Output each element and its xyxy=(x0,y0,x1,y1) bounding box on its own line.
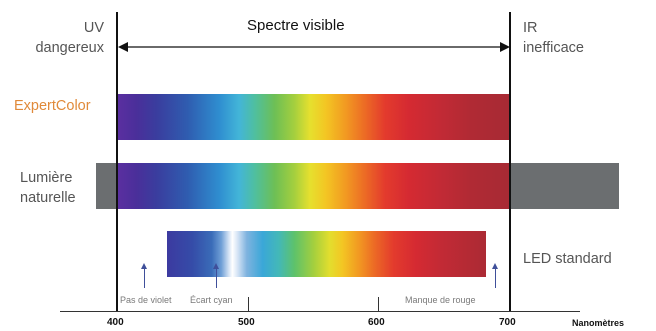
ir-label: IR inefficace xyxy=(523,18,584,58)
expertcolor-spectrum-bar xyxy=(117,94,511,140)
uv-label: UV dangereux xyxy=(18,18,104,58)
ir-label-line2: inefficace xyxy=(523,40,584,56)
visible-range-arrow xyxy=(118,42,510,52)
axis-label-700: 700 xyxy=(499,317,516,328)
uv-label-line2: dangereux xyxy=(35,40,104,56)
led-spectrum-bar xyxy=(167,231,486,277)
axis-label-400: 400 xyxy=(107,317,124,328)
natural-uv-extension xyxy=(96,163,117,209)
no-violet-note: Pas de violet xyxy=(120,295,172,305)
natural-light-label-line2: naturelle xyxy=(20,190,76,206)
cyan-gap-arrow xyxy=(213,263,219,288)
uv-label-line1: UV xyxy=(83,20,104,36)
cyan-gap-note: Écart cyan xyxy=(190,295,233,305)
natural-light-label-line1: Lumière xyxy=(20,170,73,186)
axis-label-600: 600 xyxy=(368,317,385,328)
natural-light-label: Lumière naturelle xyxy=(20,168,76,208)
ir-label-line1: IR xyxy=(523,20,538,36)
visible-spectrum-title: Spectre visible xyxy=(247,17,345,34)
axis-unit-label: Nanomètres xyxy=(572,318,625,328)
x-axis-line xyxy=(60,311,580,312)
boundary-400-line xyxy=(116,12,118,312)
natural-light-spectrum-bar xyxy=(117,163,511,209)
led-standard-label: LED standard xyxy=(523,251,612,267)
natural-ir-extension xyxy=(511,163,619,209)
red-lack-note: Manque de rouge xyxy=(405,295,476,305)
boundary-700-line xyxy=(509,12,511,312)
axis-label-500: 500 xyxy=(238,317,255,328)
violet-gap-arrow xyxy=(141,263,147,288)
tick-600 xyxy=(378,297,379,311)
expertcolor-label: ExpertColor xyxy=(14,98,91,114)
tick-500 xyxy=(248,297,249,311)
red-gap-arrow xyxy=(492,263,498,288)
